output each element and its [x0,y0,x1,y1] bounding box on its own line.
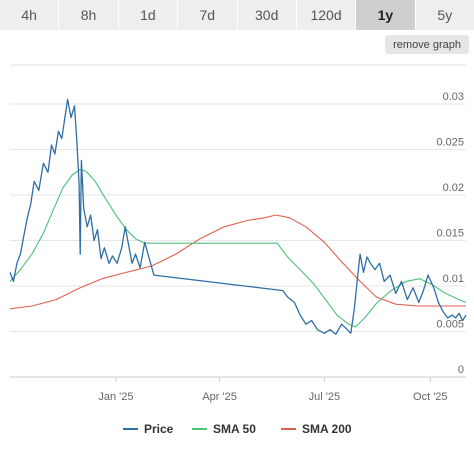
legend-label[interactable]: SMA 200 [302,422,352,436]
y-tick-label: 0.005 [436,319,464,331]
series-line-sma-50 [9,168,467,328]
tab-4h[interactable]: 4h [0,0,60,30]
tab-1y[interactable]: 1y [356,0,416,30]
chart-legend: Price SMA 50 SMA 200 [123,422,352,436]
y-tick-label: 0.015 [436,228,464,240]
y-tick-label: 0.025 [436,137,464,149]
tab-1d[interactable]: 1d [118,0,179,30]
legend-label[interactable]: Price [144,422,174,436]
timeframe-tabs: 4h 8h 1d 7d 30d 120d 1y 5y [0,0,474,30]
tab-120d[interactable]: 120d [296,0,357,30]
x-tick-label: Jan '25 [98,391,133,403]
y-tick-label: 0.01 [443,273,464,285]
x-tick-label: Apr '25 [202,391,237,403]
x-tick-label: Jul '25 [309,391,340,403]
chart-series [9,98,467,335]
y-tick-label: 0.03 [443,91,464,103]
y-tick-label: 0 [458,364,464,376]
tab-7d[interactable]: 7d [178,0,238,30]
tab-8h[interactable]: 8h [59,0,119,30]
legend-label[interactable]: SMA 50 [213,422,256,436]
series-line-price [9,98,467,335]
y-axis-labels: 0 0.005 0.01 0.015 0.02 0.025 0.03 [436,91,464,376]
tab-5y[interactable]: 5y [415,0,474,30]
x-tick-label: Oct '25 [413,391,448,403]
series-line-sma-200 [9,214,466,310]
y-tick-label: 0.02 [443,182,464,194]
tab-30d[interactable]: 30d [237,0,297,30]
x-axis-labels: Jan '25 Apr '25 Jul '25 Oct '25 [98,377,448,403]
remove-graph-button[interactable]: remove graph [385,35,469,54]
chart-grid [10,64,466,378]
